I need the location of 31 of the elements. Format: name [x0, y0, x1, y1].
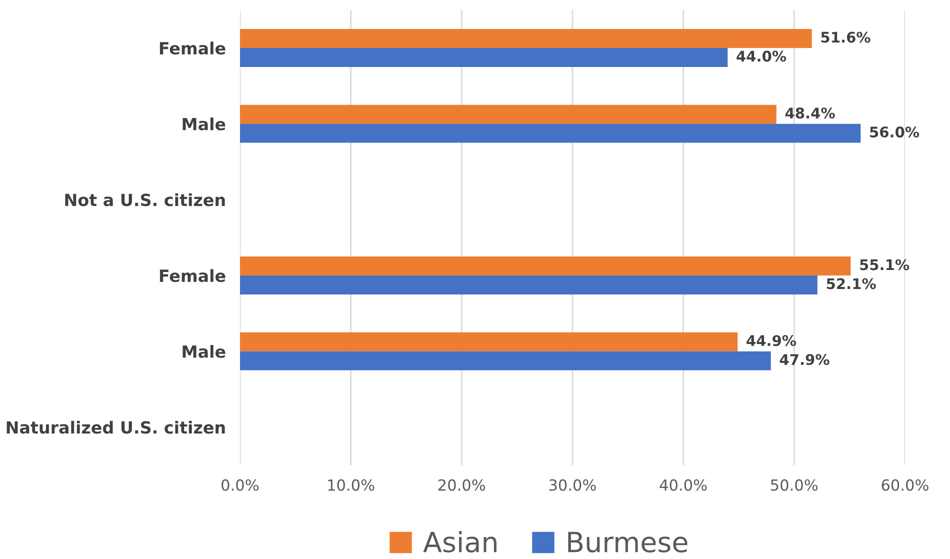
data-label: 44.9% — [746, 335, 796, 346]
y-tick-label: Not a U.S. citizen — [65, 193, 225, 206]
legend-label: Asian — [423, 531, 496, 553]
bar — [240, 275, 818, 294]
y-tick-label: Male — [182, 117, 226, 130]
bar — [240, 332, 738, 352]
data-label: 52.1% — [826, 278, 876, 290]
bar — [240, 104, 776, 124]
legend-label: Burmese — [568, 532, 688, 553]
y-tick-label: Female — [160, 42, 226, 55]
bar — [240, 351, 771, 370]
x-tick-label: 60.0% — [882, 479, 928, 491]
x-tick-label: 50.0% — [771, 479, 818, 491]
y-tick-label: Naturalized U.S. citizen — [6, 420, 225, 434]
y-tick-label: Male — [182, 345, 226, 358]
x-tick-label: 20.0% — [438, 479, 486, 491]
x-tick-label: 40.0% — [660, 479, 707, 491]
data-label: 51.6% — [821, 32, 870, 43]
bar — [240, 124, 861, 143]
data-label: 44.0% — [736, 50, 786, 62]
x-tick-label: 30.0% — [549, 479, 596, 491]
x-tick-label: 10.0% — [328, 479, 374, 491]
bar — [240, 256, 851, 276]
data-label: 48.4% — [785, 108, 835, 119]
bar — [240, 48, 728, 67]
data-label: 47.9% — [780, 354, 830, 366]
bar — [240, 29, 812, 48]
data-label: 56.0% — [870, 126, 920, 138]
data-label: 55.1% — [860, 259, 910, 270]
x-tick-label: 0.0% — [222, 479, 259, 491]
y-tick-label: Female — [160, 269, 226, 282]
